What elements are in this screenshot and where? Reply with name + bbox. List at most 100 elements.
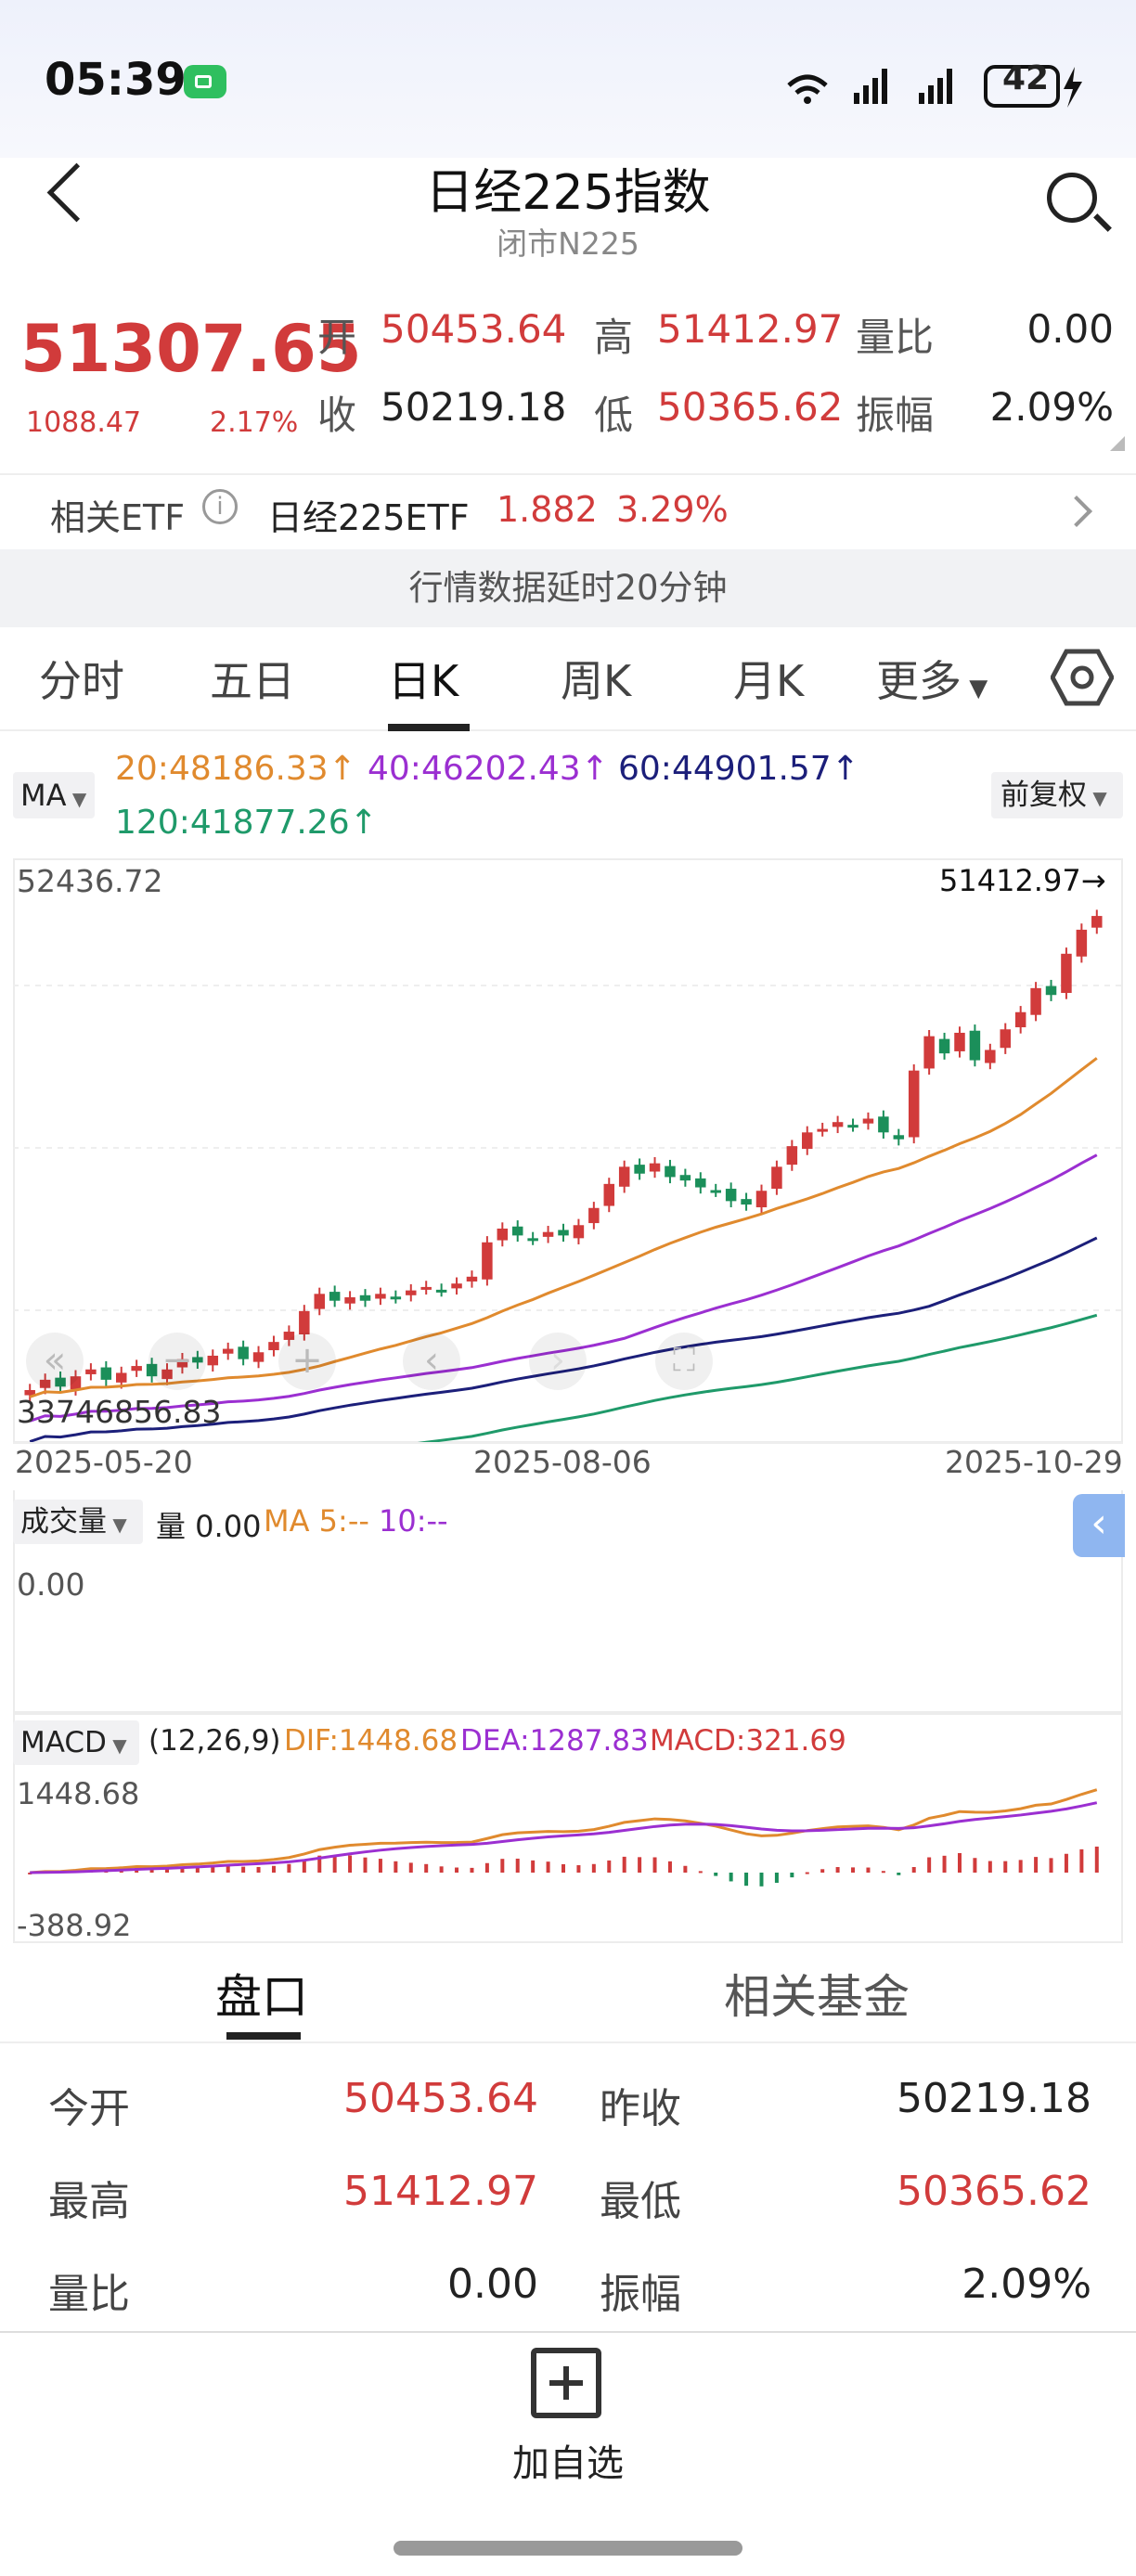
candle-body [649, 1163, 661, 1172]
macd-bar [271, 1865, 276, 1873]
ma40-value: 40:46202.43↑ [368, 750, 609, 788]
price-change: 1088.47 [26, 406, 142, 439]
candle-body [85, 1369, 97, 1374]
candle-body [161, 1369, 173, 1380]
zoom-in-icon[interactable]: + [278, 1333, 336, 1390]
macd-bar [652, 1857, 657, 1873]
related-etf-bar[interactable]: 相关ETF i 日经225ETF 1.882 3.29% [0, 478, 1136, 543]
dropdown-icon: ▼ [107, 1513, 127, 1536]
fullscreen-icon[interactable]: ⛶ [655, 1333, 713, 1390]
macd-bar [805, 1872, 809, 1874]
battery-level: 42 [1001, 59, 1050, 97]
candle-body [406, 1290, 417, 1295]
macd-bar [607, 1860, 612, 1873]
macd-bar [515, 1858, 520, 1873]
open-value: 50453.64 [381, 306, 567, 352]
corner-mark-icon [1110, 436, 1125, 451]
zoom-out-icon[interactable]: − [148, 1333, 206, 1390]
candle-body [176, 1359, 188, 1368]
candle-body [435, 1289, 447, 1293]
panel-low-label: 最低 [600, 2178, 681, 2225]
tab-order-book[interactable]: 盘口 [215, 1970, 308, 2024]
candle-body [238, 1346, 249, 1359]
dea-line [30, 1801, 1098, 1874]
macd-bar [531, 1860, 536, 1873]
macd-bar [1034, 1857, 1039, 1873]
delay-notice: 行情数据延时20分钟 [0, 549, 1136, 627]
macd-dea: DEA:1287.83 [460, 1724, 649, 1758]
macd-bar [562, 1863, 565, 1873]
candle-body [1045, 985, 1057, 996]
macd-bar [408, 1862, 413, 1873]
charging-app-icon [184, 65, 226, 98]
scroll-start-icon[interactable]: « [26, 1333, 84, 1390]
info-icon[interactable]: i [202, 489, 238, 524]
tab-five-day[interactable]: 五日 [210, 656, 295, 706]
candle-body [679, 1175, 691, 1181]
scroll-left-icon[interactable]: ‹ [403, 1333, 460, 1390]
search-icon[interactable] [1047, 173, 1097, 223]
candle-body [1000, 1029, 1012, 1049]
candle-body [192, 1357, 203, 1363]
macd-bar [683, 1865, 688, 1873]
macd-bar [591, 1863, 596, 1873]
macd-selector[interactable]: MACD ▼ [13, 1720, 139, 1765]
ma-selector[interactable]: MA ▼ [13, 772, 95, 818]
candle-body [268, 1342, 279, 1351]
candle-body [497, 1228, 509, 1241]
collapse-panel-icon[interactable]: ‹ [1073, 1494, 1125, 1557]
amp-value: 2.09% [989, 384, 1114, 430]
candle-body [70, 1376, 82, 1390]
macd-bar [378, 1859, 382, 1873]
macd-bar [881, 1871, 885, 1874]
tab-more-label: 更多 [876, 656, 962, 706]
candle-body [603, 1183, 615, 1206]
tab-intraday[interactable]: 分时 [39, 656, 124, 706]
macd-bar [774, 1873, 779, 1883]
candle-body [451, 1283, 462, 1289]
candle-body [923, 1036, 935, 1069]
system-icons [780, 58, 1095, 122]
candle-body [908, 1070, 920, 1138]
tab-weekly-k[interactable]: 周K [561, 656, 632, 706]
macd-bar [317, 1855, 322, 1873]
macd-bar [759, 1873, 764, 1887]
add-watchlist-label[interactable]: 加自选 [512, 2442, 624, 2485]
macd-svg [28, 1788, 1099, 1887]
tab-daily-k[interactable]: 日K [388, 656, 459, 706]
macd-bar [988, 1861, 992, 1873]
candle-body [954, 1032, 965, 1051]
tab-related-funds[interactable]: 相关基金 [724, 1970, 910, 2024]
candle-body [299, 1310, 310, 1335]
macd-bar [957, 1852, 962, 1873]
scroll-right-icon[interactable]: › [529, 1333, 587, 1390]
candle-body [207, 1355, 219, 1366]
volume-selector[interactable]: 成交量 ▼ [13, 1500, 143, 1544]
macd-bar [180, 1866, 185, 1873]
amp-label: 振幅 [856, 393, 935, 438]
panel-amp-value: 2.09% [962, 2260, 1091, 2308]
etf-pct: 3.29% [616, 489, 729, 530]
tab-monthly-k[interactable]: 月K [733, 656, 805, 706]
macd-bar [1064, 1853, 1068, 1873]
adjust-selector[interactable]: 前复权 ▼ [991, 772, 1123, 818]
tab-more[interactable]: 更多 ▼ [876, 648, 988, 709]
ratio-value: 0.00 [1026, 306, 1114, 352]
macd-bar [455, 1867, 459, 1873]
chevron-right-icon [1061, 496, 1092, 527]
ma20-line [29, 1057, 1098, 1398]
settings-hex-icon[interactable] [1050, 648, 1115, 711]
candle-body [665, 1166, 676, 1178]
candle-body [634, 1165, 645, 1174]
active-tab-indicator [388, 724, 470, 731]
candle-body [1061, 953, 1072, 994]
etf-name: 日经225ETF [267, 497, 470, 538]
macd-bar [287, 1863, 291, 1873]
add-watchlist-icon[interactable] [531, 2348, 601, 2418]
volume-axis-label: 0.00 [17, 1566, 85, 1603]
macd-bar [28, 1873, 32, 1874]
candle-body [558, 1230, 569, 1236]
candle-body [420, 1286, 432, 1290]
candle-body [1091, 916, 1103, 928]
macd-bar [911, 1866, 916, 1873]
